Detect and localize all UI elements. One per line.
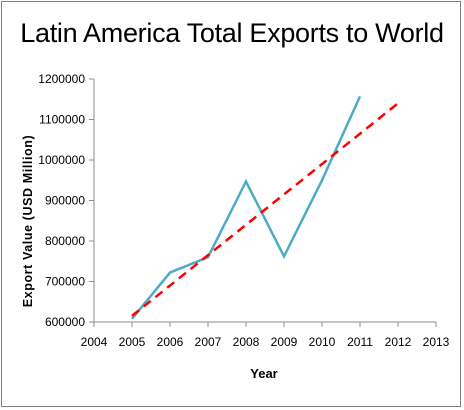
y-tick-label: 900000 (45, 194, 85, 208)
y-tick-label: 1200000 (38, 72, 85, 86)
y-tick-label: 800000 (45, 234, 85, 248)
x-tick-label: 2007 (195, 335, 222, 349)
chart-title: Latin America Total Exports to World (20, 18, 444, 48)
y-tick-label: 700000 (45, 275, 85, 289)
trendline-series (131, 102, 399, 317)
x-tick-label: 2013 (423, 335, 450, 349)
y-tick-label: 600000 (45, 315, 85, 329)
export-value-line (131, 95, 362, 320)
x-tick-label: 2006 (157, 335, 184, 349)
x-tick-label: 2009 (271, 335, 298, 349)
x-tick-label: 2011 (347, 335, 373, 349)
x-axis-label: Year (250, 366, 278, 381)
x-tick-label: 2010 (309, 335, 336, 349)
x-tick-label: 2005 (119, 335, 146, 349)
y-tick-label: 1000000 (38, 153, 85, 167)
x-tick-label: 2012 (385, 335, 412, 349)
x-tick-label: 2008 (233, 335, 260, 349)
y-tick-label: 1100000 (39, 113, 85, 127)
x-tick-label: 2004 (81, 335, 108, 349)
